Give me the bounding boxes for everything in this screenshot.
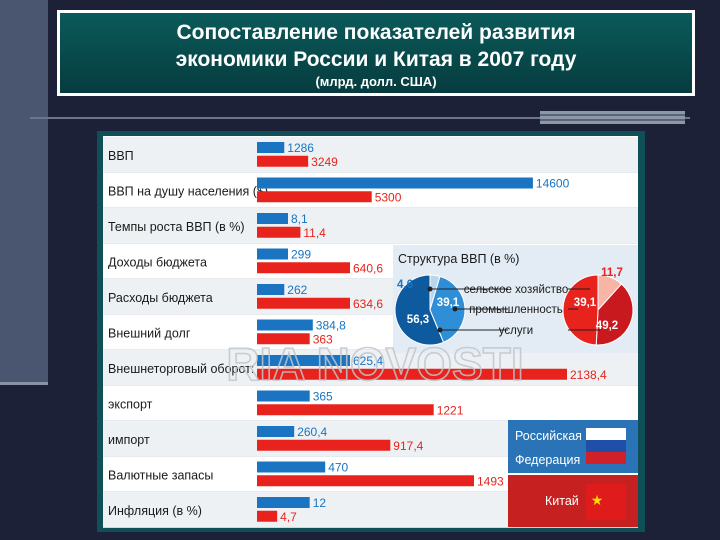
china-bar (257, 368, 567, 380)
china-value-label: 1493 (477, 474, 504, 488)
china-value-label: 3249 (311, 155, 338, 169)
legend-russia-label-2: Федерация (515, 453, 580, 467)
china-value-label: 2138,4 (570, 368, 607, 382)
china-bar (257, 404, 434, 416)
category-label: Темпы роста ВВП (в %) (108, 220, 245, 234)
title-line-2: экономики России и Китая в 2007 году (175, 48, 577, 71)
russia-bar (257, 355, 350, 366)
category-label: импорт (108, 433, 150, 447)
russia-bar (257, 497, 310, 508)
pie-slice (562, 274, 599, 346)
russia-bar (257, 426, 295, 437)
table-row (103, 208, 638, 244)
china-pie: 11,7 39,1 49,2 (562, 267, 634, 346)
russia-pie: 4,6 39,1 56,3 (394, 274, 466, 346)
pie-label: 4,6 (397, 279, 413, 291)
legend-russia-label-1: Российская (515, 429, 582, 443)
inset-legend-label: промышленность (469, 304, 563, 316)
china-bar (257, 439, 391, 451)
china-bar (257, 155, 309, 167)
china-value-label: 1221 (437, 403, 464, 417)
pie-slice (429, 275, 466, 343)
pie-label: 39,1 (574, 297, 597, 309)
table-row (103, 385, 638, 421)
pie-label: 11,7 (601, 267, 623, 279)
pie-slice (595, 283, 634, 346)
china-bar (257, 191, 372, 203)
title-box: Сопоставление показателей развития эконо… (57, 10, 695, 96)
russia-flag-blue (586, 440, 626, 452)
inset-legend-label: сельское хозяйство (464, 284, 569, 296)
russia-value-label: 384,8 (316, 319, 346, 333)
russia-value-label: 1286 (287, 141, 314, 155)
russia-value-label: 262 (287, 283, 307, 297)
russia-bar (257, 142, 285, 153)
pie-label: 49,2 (596, 320, 618, 332)
china-bar (257, 333, 310, 345)
title-line-1: Сопоставление показателей развития (176, 21, 576, 44)
russia-value-label: 260,4 (297, 425, 327, 439)
legend-china-label: Китай (545, 494, 579, 508)
china-value-label: 4,7 (280, 510, 297, 524)
china-bar (257, 297, 350, 309)
left-decoration-bar (0, 0, 48, 385)
russia-value-label: 14600 (536, 177, 570, 191)
china-value-label: 11,4 (303, 226, 326, 240)
inset-legend-label: услуги (499, 325, 533, 337)
category-label: Расходы бюджета (108, 291, 213, 305)
pie-label: 39,1 (437, 297, 460, 309)
russia-value-label: 625,4 (353, 354, 383, 368)
china-flag-star: ★ (591, 493, 604, 509)
category-label: Внешний долг (108, 326, 191, 340)
china-value-label: 634,6 (353, 297, 383, 311)
inset-title: Структура ВВП (в %) (398, 252, 519, 266)
russia-value-label: 365 (313, 390, 333, 404)
pie-label: 56,3 (407, 314, 429, 326)
russia-value-label: 470 (328, 461, 348, 475)
category-label: ВВП на душу населения ($) (108, 184, 268, 198)
pie-slice (394, 274, 445, 346)
russia-bar (257, 461, 326, 473)
china-flag (586, 484, 626, 520)
legend-dot (427, 286, 433, 292)
russia-bar (257, 213, 288, 224)
category-label: Внешнеторговый оборот: (108, 362, 254, 376)
russia-bar (257, 390, 310, 402)
china-bar (257, 226, 301, 238)
category-label: ВВП (108, 149, 134, 163)
china-value-label: 917,4 (393, 439, 423, 453)
divider-line (30, 117, 690, 119)
russia-value-label: 12 (313, 496, 327, 510)
russia-bar (257, 319, 313, 331)
table-row (103, 137, 638, 173)
subtitle: (млрд. долл. США) (315, 74, 437, 89)
russia-value-label: 299 (291, 248, 311, 262)
russia-bar (257, 284, 285, 295)
left-decoration-edge (0, 382, 48, 385)
legend-dot (452, 306, 458, 312)
watermark: RIA NOVOSTI (226, 338, 523, 390)
china-bar (257, 510, 278, 522)
russia-bar (257, 177, 533, 189)
china-value-label: 640,6 (353, 261, 383, 275)
china-bar (257, 262, 350, 274)
russia-value-label: 8,1 (291, 212, 308, 226)
russia-bar (257, 248, 288, 260)
category-label: экспорт (108, 397, 153, 411)
china-bar (257, 475, 474, 487)
divider-block (540, 111, 685, 124)
legend-dot (437, 327, 443, 333)
russia-flag-red (586, 452, 626, 464)
category-label: Инфляция (в %) (108, 504, 202, 518)
category-label: Доходы бюджета (108, 255, 207, 269)
china-value-label: 363 (313, 332, 333, 346)
china-value-label: 5300 (375, 190, 402, 204)
russia-flag-white (586, 428, 626, 440)
category-label: Валютные запасы (108, 468, 213, 482)
